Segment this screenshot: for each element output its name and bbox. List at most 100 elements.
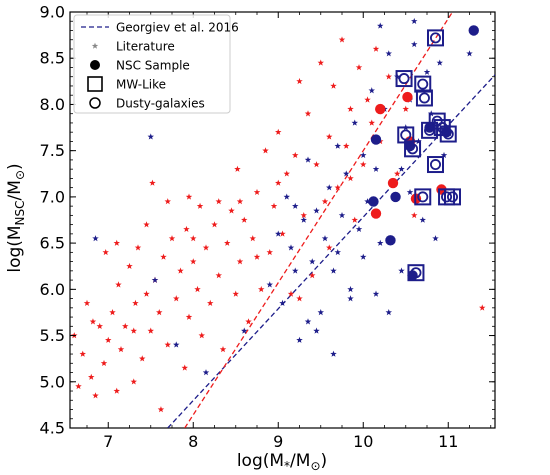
- legend-label: Dusty-galaxies: [116, 97, 205, 111]
- star-point: [292, 202, 299, 209]
- star-point: [292, 151, 299, 159]
- nsc-point: [402, 91, 413, 103]
- star-point: [347, 105, 354, 112]
- star-point: [317, 59, 324, 66]
- mw-like-square: [414, 188, 432, 206]
- star-point: [245, 318, 252, 325]
- legend-dot-icon: [90, 60, 100, 70]
- y-tick-label: 6.0: [40, 280, 65, 299]
- star-point: [334, 248, 341, 256]
- star-point: [411, 40, 418, 48]
- star-point: [347, 295, 354, 302]
- star-point: [275, 179, 282, 186]
- star-point: [79, 350, 86, 357]
- star-point: [224, 239, 231, 246]
- star-point: [377, 239, 384, 246]
- dusty-galaxy-circle: [442, 128, 454, 140]
- dusty-galaxy-circle: [417, 191, 429, 203]
- star-point: [309, 258, 316, 265]
- star-point: [109, 309, 116, 316]
- star-point: [139, 355, 146, 362]
- dusty-galaxy-circle: [436, 122, 448, 134]
- legend-label: MW-Like: [116, 78, 166, 92]
- x-tick-label: 7: [103, 432, 113, 451]
- star-point: [266, 281, 273, 288]
- x-tick-label: 9: [273, 432, 283, 451]
- mw-like-square: [414, 75, 432, 93]
- star-point: [234, 165, 241, 172]
- star-point: [304, 156, 312, 163]
- star-point: [368, 119, 375, 126]
- star-point: [102, 248, 109, 256]
- axis-title-part: /M: [5, 180, 25, 200]
- star-point: [185, 313, 193, 320]
- axis-title-part: ): [5, 163, 25, 170]
- legend-label: Georgiev et al. 2016: [116, 21, 239, 35]
- star-point: [372, 45, 380, 52]
- star-point: [355, 64, 363, 71]
- star-point: [151, 276, 159, 283]
- star-point: [321, 198, 329, 205]
- star-point: [432, 235, 439, 242]
- mw-like-square: [427, 156, 444, 174]
- star-point: [236, 198, 244, 205]
- axis-title-subscript: ⊙: [310, 459, 320, 473]
- star-point: [300, 211, 307, 219]
- star-point: [292, 267, 299, 274]
- star-point: [423, 68, 431, 75]
- star-point: [219, 346, 227, 353]
- star-point: [143, 290, 150, 297]
- star-point: [300, 216, 307, 223]
- star-point: [253, 188, 261, 196]
- star-point: [147, 133, 154, 140]
- star-point: [113, 239, 120, 246]
- star-point: [385, 309, 392, 316]
- star-point: [275, 230, 282, 237]
- mw-like-square: [404, 140, 422, 158]
- mw-like-square: [407, 264, 425, 282]
- star-point: [105, 336, 112, 343]
- y-tick-label: 9.0: [40, 3, 65, 22]
- star-point: [296, 295, 303, 302]
- star-point: [258, 285, 265, 293]
- star-point: [75, 383, 82, 390]
- star-point: [156, 309, 163, 316]
- nsc-point: [375, 103, 386, 115]
- star-point: [338, 211, 346, 219]
- star-point: [215, 198, 222, 205]
- star-point: [115, 281, 122, 288]
- y-tick-label: 6.5: [40, 234, 65, 253]
- star-point: [117, 346, 125, 353]
- star-point: [321, 235, 329, 242]
- star-point: [262, 147, 269, 154]
- star-point: [185, 193, 193, 200]
- x-tick-label: 8: [188, 432, 198, 451]
- star-point: [411, 211, 418, 219]
- legend-square-icon: [87, 76, 103, 92]
- y-tick-label: 7.5: [40, 141, 65, 160]
- star-point: [279, 299, 286, 306]
- star-point: [266, 248, 273, 256]
- star-point: [164, 198, 171, 205]
- x-tick-label: 11: [438, 432, 458, 451]
- star-point: [385, 73, 392, 80]
- star-point: [283, 193, 290, 200]
- star-point: [296, 336, 303, 343]
- dusty-galaxy-circle: [429, 32, 441, 44]
- star-point: [334, 184, 341, 191]
- mw-like-square: [415, 89, 433, 107]
- dusty-galaxy-circle: [400, 129, 412, 141]
- star-point: [479, 304, 486, 311]
- star-point: [360, 253, 367, 260]
- star-point: [338, 36, 346, 43]
- nsc-point: [368, 196, 379, 207]
- star-point: [355, 225, 363, 232]
- star-point: [317, 309, 324, 316]
- star-point: [351, 119, 358, 126]
- star-point: [304, 318, 312, 325]
- axis-title-subscript: *: [284, 459, 290, 473]
- star-point: [143, 221, 150, 228]
- axis-title-part: log(M: [237, 451, 284, 471]
- dusty-galaxy-circle: [398, 73, 410, 85]
